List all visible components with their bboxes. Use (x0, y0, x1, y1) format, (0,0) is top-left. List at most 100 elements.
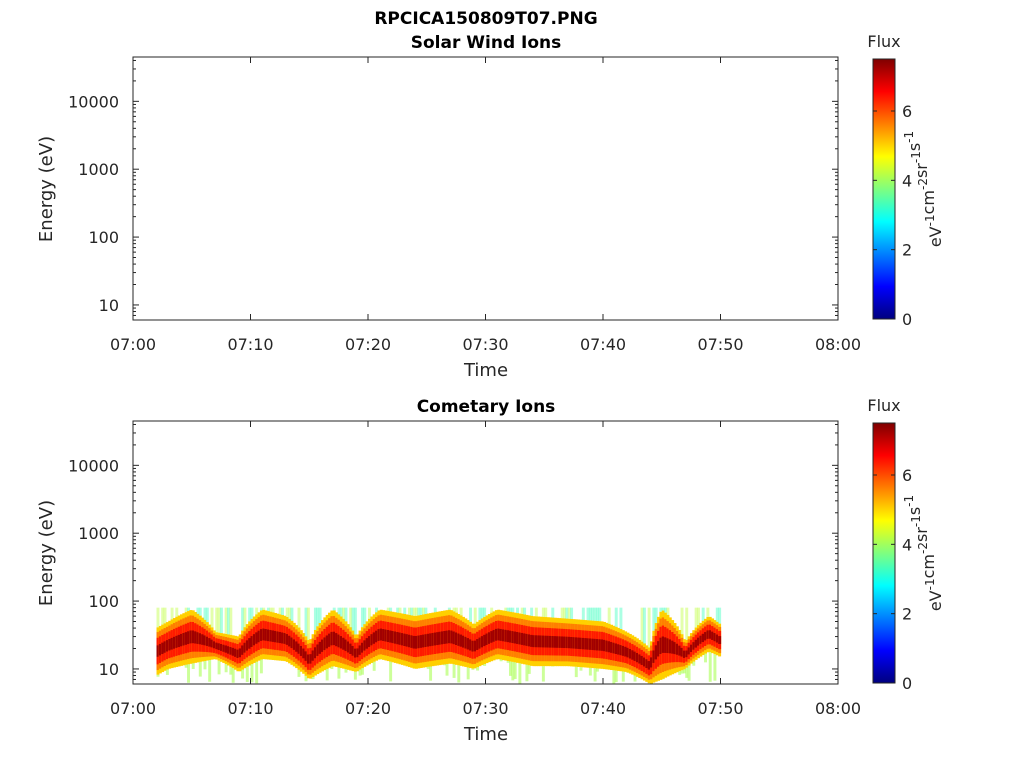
heatmap-cell (584, 638, 588, 650)
y-axis-label-solar-wind: Energy (eV) (36, 136, 57, 242)
heatmap-cell (689, 644, 693, 652)
x-tick-label: 07:40 (580, 335, 626, 354)
heatmap-cell (633, 651, 637, 661)
heatmap-cell (598, 639, 602, 651)
heatmap-halo (581, 607, 585, 620)
heatmap-halo (156, 607, 160, 628)
heatmap-speck (325, 668, 329, 681)
heatmap-halo (680, 607, 684, 635)
heatmap-speck (595, 668, 599, 672)
axis-ticks-solar-wind (132, 57, 839, 321)
heatmap-cell (664, 637, 668, 653)
heatmap-cell (645, 659, 649, 668)
x-axis-label-solar-wind: Time (463, 360, 508, 381)
heatmap-speck (685, 667, 689, 678)
heatmap-cell (316, 644, 320, 656)
heatmap-cell (184, 632, 188, 645)
heatmap-speck (621, 671, 625, 682)
heatmap-cell (579, 637, 583, 650)
heatmap-speck (509, 661, 512, 676)
heatmap-halo (196, 607, 200, 614)
heatmap-cell (302, 648, 306, 659)
x-tick-label: 07:40 (580, 699, 626, 718)
x-tick-label: 07:00 (110, 335, 156, 354)
heatmap-cell (276, 631, 280, 643)
heatmap-halo (342, 607, 346, 619)
heatmap-halo (403, 607, 407, 614)
heatmap-speck (678, 671, 682, 675)
heatmap-cell (523, 633, 527, 646)
heatmap-cell (250, 636, 254, 647)
heatmap-halo (398, 607, 402, 614)
heatmap-halo (454, 607, 458, 613)
heatmap-speck (692, 661, 696, 666)
heatmap-cell (424, 634, 428, 647)
colorbar-ticks-solar-wind: 0 2 4 6 (873, 102, 912, 329)
heatmap-halo (560, 607, 564, 619)
heatmap-cell (464, 636, 468, 649)
heatmap-speck (245, 666, 249, 682)
heatmap-cell (379, 628, 383, 641)
panel-title-cometary: Cometary Ions (417, 397, 556, 417)
heatmap-halo (349, 607, 353, 628)
heatmap-cell (189, 630, 193, 644)
colorbar-ticks-cometary: 0 2 4 6 (873, 466, 912, 693)
heatmap-cell (692, 642, 696, 650)
heatmap-halo (452, 607, 456, 612)
heatmap-speck (612, 670, 616, 684)
heatmap-cell (264, 629, 268, 641)
heatmap-halo (697, 607, 700, 626)
heatmap-cell (445, 630, 449, 644)
heatmap-cell (631, 650, 635, 660)
heatmap-cell (525, 633, 529, 646)
colorbar-title-solar-wind: Flux (867, 32, 900, 51)
heatmap-halo (243, 607, 247, 628)
heatmap-halo (198, 607, 202, 616)
heatmap-cell (262, 628, 266, 641)
heatmap-cell (520, 632, 524, 645)
heatmap-cell (323, 637, 327, 651)
heatmap-cell (671, 640, 675, 654)
heatmap-cell (501, 629, 505, 642)
heatmap-halo (410, 607, 414, 616)
heatmap-cell (659, 637, 663, 655)
heatmap-cell (433, 632, 437, 646)
colorbar-bar-cometary (872, 422, 896, 684)
x-tick-label: 08:00 (815, 335, 861, 354)
heatmap-cell (678, 645, 682, 656)
x-tick-label: 07:50 (697, 335, 743, 354)
heatmap-halo (666, 607, 670, 615)
heatmap-halo (591, 607, 595, 621)
heatmap-halo (593, 607, 597, 621)
heatmap-halo (523, 607, 527, 615)
heatmap-speck (452, 664, 456, 678)
heatmap-cell (325, 635, 329, 649)
heatmap-halo (614, 607, 618, 627)
x-tick-label: 07:10 (227, 335, 273, 354)
heatmap-halo (217, 607, 221, 633)
x-axis-label-cometary: Time (463, 724, 508, 745)
heatmap-cell (372, 632, 376, 644)
heatmap-cell (438, 631, 442, 645)
heatmap-cell (288, 635, 292, 647)
heatmap-cell (640, 655, 644, 665)
heatmap-cell (187, 631, 190, 645)
heatmap-halo (415, 607, 418, 616)
heatmap-speck (704, 653, 707, 663)
heatmap-halo (541, 607, 545, 617)
heatmap-cell (306, 654, 310, 664)
heatmap-cell (356, 648, 360, 658)
heatmap-cell (337, 634, 341, 648)
heatmap-speck (250, 664, 254, 683)
heatmap-halo (339, 607, 343, 617)
heatmap-halo (570, 607, 574, 619)
heatmap-speck (471, 668, 475, 670)
heatmap-cell (513, 631, 517, 644)
heatmap-halo (659, 607, 663, 612)
heatmap-halo (215, 607, 219, 633)
heatmap-cell (591, 638, 595, 651)
heatmap-halo (161, 607, 165, 625)
heatmap-halo (595, 607, 599, 622)
heatmap-cell (563, 636, 566, 649)
heatmap-halo (259, 607, 263, 611)
